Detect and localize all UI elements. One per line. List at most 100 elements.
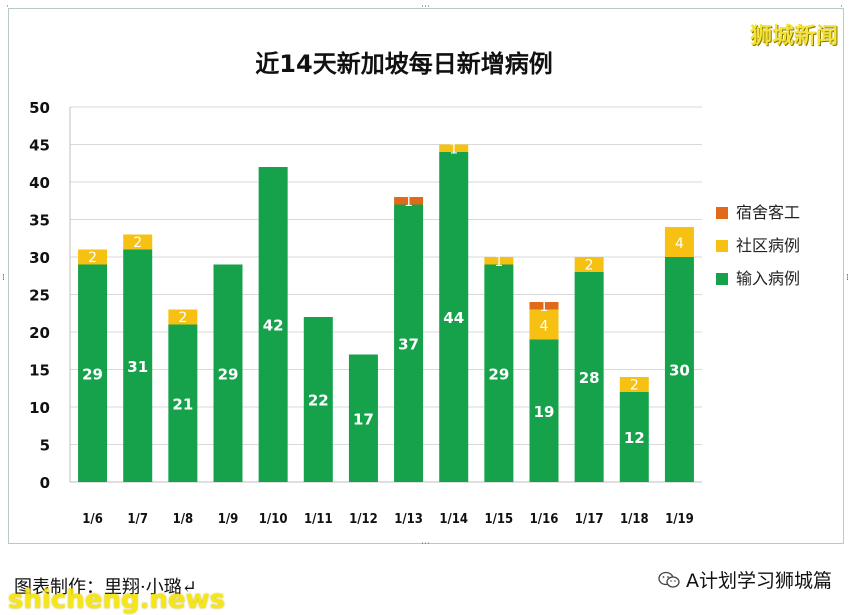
bar-segment <box>619 377 649 392</box>
wechat-icon <box>658 571 680 588</box>
x-tick-label: 1/13 <box>394 512 423 527</box>
x-tick-label: 1/12 <box>349 512 378 527</box>
account-name: A计划学习狮城篇 <box>686 570 832 592</box>
data-label: 19 <box>534 403 555 421</box>
bar-segment <box>168 309 198 325</box>
data-label: 2 <box>630 378 639 394</box>
bar-segment <box>619 392 649 482</box>
bar-segment <box>484 257 514 265</box>
bar-segment <box>574 272 604 482</box>
data-label: 31 <box>127 358 148 376</box>
y-tick-label: 50 <box>29 99 50 117</box>
legend-label: 社区病例 <box>736 236 800 255</box>
bar-segment <box>78 264 108 482</box>
data-label: 44 <box>443 309 464 327</box>
x-tick-label: 1/9 <box>218 512 239 527</box>
y-tick-label: 5 <box>40 437 50 455</box>
bar-segment <box>484 264 514 482</box>
y-tick-label: 30 <box>29 249 50 267</box>
legend-label: 输入病例 <box>736 269 800 288</box>
legend-swatch <box>716 273 728 285</box>
data-label: 4 <box>540 319 549 335</box>
resize-handle-left[interactable]: ⁞ <box>2 273 5 283</box>
bar-segment <box>78 249 108 265</box>
bar-segment <box>529 339 559 482</box>
data-label: 2 <box>133 235 142 251</box>
x-tick-label: 1/6 <box>82 512 103 527</box>
bar-segment <box>394 197 424 205</box>
chart-credit: 图表制作：里翔·小璐↵ <box>14 577 197 598</box>
bar-segment <box>439 144 469 152</box>
bar-segment <box>168 324 198 482</box>
bar-segment <box>664 257 694 482</box>
x-tick-label: 1/7 <box>127 512 148 527</box>
data-label: 2 <box>178 310 187 326</box>
data-label: 29 <box>82 365 103 383</box>
x-tick-label: 1/19 <box>665 512 694 527</box>
data-label: 1 <box>404 194 413 210</box>
grid <box>69 106 702 483</box>
y-tick-label: 10 <box>29 399 50 417</box>
data-label: 2 <box>88 250 97 266</box>
y-tick-label: 0 <box>40 474 50 492</box>
data-label: 2 <box>585 258 594 274</box>
data-label: 21 <box>172 395 193 413</box>
bar-segment <box>123 249 153 482</box>
data-label: 1 <box>494 254 503 270</box>
resize-handle-right[interactable]: ⁞ <box>846 273 849 283</box>
bar-segment <box>529 309 559 340</box>
x-tick-label: 1/16 <box>530 512 559 527</box>
data-label: 22 <box>308 392 329 410</box>
bar-segment <box>303 317 333 482</box>
bar-segment <box>213 264 243 482</box>
bar-segment <box>664 227 694 257</box>
bar-segment <box>574 257 604 272</box>
data-label: 37 <box>398 335 419 353</box>
bar-segment <box>439 152 469 482</box>
x-tick-label: 1/17 <box>575 512 604 527</box>
y-tick-label: 25 <box>29 287 50 305</box>
data-label: 1 <box>449 141 458 157</box>
resize-handle-top-left[interactable]: · <box>6 2 9 12</box>
y-tick-label: 40 <box>29 174 50 192</box>
y-tick-label: 45 <box>29 137 50 155</box>
bar-segment <box>394 204 424 482</box>
y-tick-label: 35 <box>29 212 50 230</box>
data-label: 28 <box>579 369 600 387</box>
x-tick-label: 1/10 <box>259 512 288 527</box>
x-tick-label: 1/8 <box>173 512 194 527</box>
bar-segment <box>529 302 559 310</box>
y-tick-label: 20 <box>29 324 50 342</box>
bar-segment <box>348 354 378 482</box>
account-badge: A计划学习狮城篇 <box>658 566 832 593</box>
data-label: 4 <box>675 236 684 252</box>
bar-segment <box>258 167 288 482</box>
x-tick-label: 1/15 <box>485 512 514 527</box>
data-label: 29 <box>488 365 509 383</box>
legend-swatch <box>716 207 728 219</box>
resize-handle-top-right[interactable]: · <box>840 2 843 12</box>
legend-label: 宿舍客工 <box>736 203 800 222</box>
x-axis: 1/6 1/7 1/8 1/9 1/10 1/11 1/12 1/13 1/14 1/15 1/16… <box>82 512 693 527</box>
x-tick-label: 1/18 <box>620 512 649 527</box>
resize-handle-bottom[interactable]: ⋯ <box>421 539 430 549</box>
data-label: 30 <box>669 362 690 380</box>
x-tick-label: 1/11 <box>304 512 333 527</box>
brand-logo: 狮城新闻 <box>749 24 838 49</box>
y-tick-label: 15 <box>29 362 50 380</box>
data-label: 17 <box>353 410 374 428</box>
data-label: 42 <box>263 317 284 335</box>
bar-segment <box>123 234 153 250</box>
y-axis: 0 5 10 15 20 25 30 35 40 45 50 <box>29 99 50 492</box>
resize-handle-top[interactable]: ⋯ <box>421 2 430 12</box>
chart-title: 近14天新加坡每日新增病例 <box>255 50 552 78</box>
watermark: shicheng.news <box>8 585 226 615</box>
x-tick-label: 1/14 <box>439 512 468 527</box>
data-label: 1 <box>540 299 549 315</box>
legend-swatch <box>716 240 728 252</box>
data-label: 29 <box>218 365 239 383</box>
data-label: 12 <box>624 429 645 447</box>
